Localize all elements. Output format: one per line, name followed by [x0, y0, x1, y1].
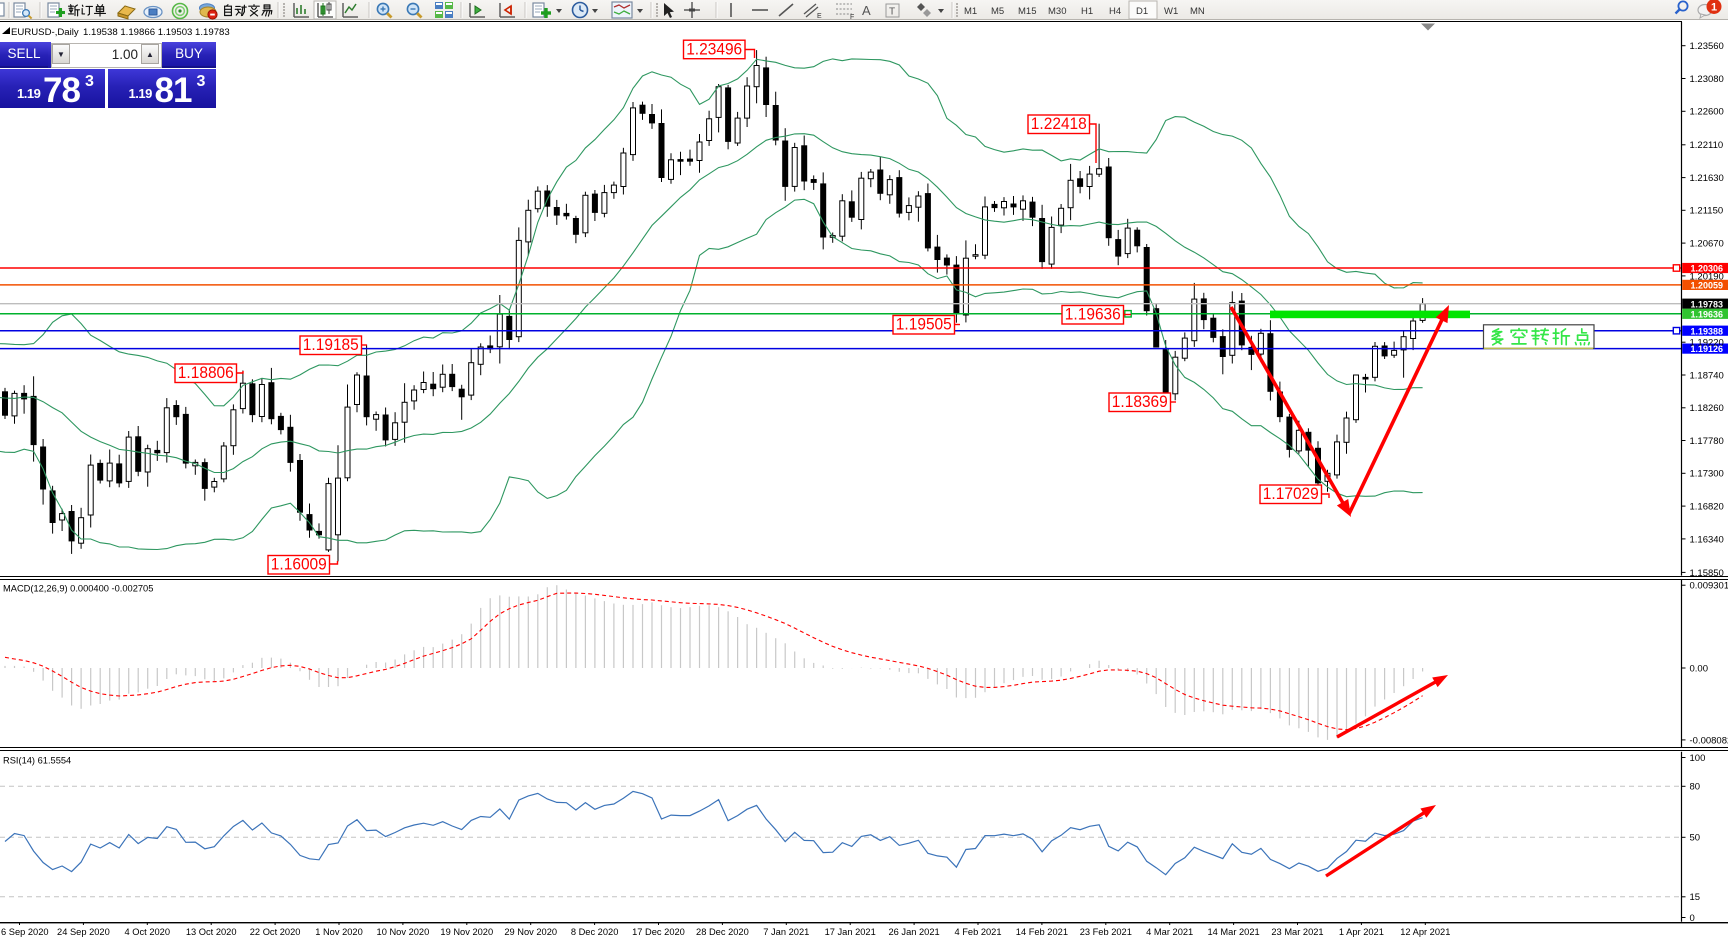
svg-text:1.19220: 1.19220: [1690, 338, 1724, 349]
svg-text:10 Nov 2020: 10 Nov 2020: [377, 927, 430, 937]
svg-text:12 Apr 2021: 12 Apr 2021: [1400, 927, 1450, 937]
svg-text:1.22600: 1.22600: [1690, 107, 1724, 118]
svg-text:15: 15: [1690, 892, 1701, 903]
svg-text:1.15850: 1.15850: [1690, 568, 1724, 579]
svg-text:-0.008082: -0.008082: [1690, 735, 1728, 746]
svg-text:1.23560: 1.23560: [1690, 41, 1724, 52]
svg-text:E: E: [817, 13, 822, 20]
svg-text:7 Jan 2021: 7 Jan 2021: [763, 927, 809, 937]
svg-text:14 Feb 2021: 14 Feb 2021: [1016, 927, 1068, 937]
svg-text:1.20059: 1.20059: [1691, 281, 1724, 291]
svg-text:1.22110: 1.22110: [1690, 140, 1724, 151]
svg-text:28 Dec 2020: 28 Dec 2020: [696, 927, 749, 937]
svg-text:1.18806: 1.18806: [178, 364, 234, 382]
svg-text:17 Jan 2021: 17 Jan 2021: [825, 927, 876, 937]
svg-text:1.21150: 1.21150: [1690, 206, 1724, 217]
svg-text:1.19636: 1.19636: [1065, 306, 1121, 324]
svg-text:1.23496: 1.23496: [686, 40, 742, 58]
svg-text:24 Sep 2020: 24 Sep 2020: [57, 927, 110, 937]
svg-text:1.16009: 1.16009: [271, 556, 327, 574]
svg-text:1.19636: 1.19636: [1691, 309, 1724, 319]
svg-text:1.20190: 1.20190: [1690, 271, 1724, 282]
svg-text:M5: M5: [991, 6, 1004, 17]
svg-text:1.17300: 1.17300: [1690, 469, 1724, 480]
svg-text:W1: W1: [1164, 6, 1178, 17]
svg-text:1.16820: 1.16820: [1690, 502, 1724, 513]
svg-text:1.20670: 1.20670: [1690, 239, 1724, 250]
svg-text:29 Nov 2020: 29 Nov 2020: [504, 927, 557, 937]
svg-text:26 Jan 2021: 26 Jan 2021: [889, 927, 940, 937]
svg-text:4 Feb 2021: 4 Feb 2021: [954, 927, 1001, 937]
svg-text:1.17029: 1.17029: [1263, 485, 1319, 503]
svg-text:1.19783: 1.19783: [1691, 299, 1724, 309]
svg-text:22 Oct 2020: 22 Oct 2020: [250, 927, 301, 937]
svg-text:1.18260: 1.18260: [1690, 403, 1724, 414]
svg-text:23 Feb 2021: 23 Feb 2021: [1080, 927, 1132, 937]
svg-text:RSI(14) 61.5554: RSI(14) 61.5554: [3, 756, 71, 766]
svg-text:1.18740: 1.18740: [1690, 370, 1724, 381]
svg-text:1.17780: 1.17780: [1690, 436, 1724, 447]
svg-text:H1: H1: [1081, 6, 1093, 17]
svg-text:1.21630: 1.21630: [1690, 173, 1724, 184]
svg-text:1.19126: 1.19126: [1691, 344, 1724, 354]
svg-text:D1: D1: [1136, 6, 1148, 17]
svg-text:4 Oct 2020: 4 Oct 2020: [125, 927, 170, 937]
svg-text:0.009301: 0.009301: [1690, 581, 1728, 592]
svg-text:M15: M15: [1018, 6, 1036, 17]
svg-text:13 Oct 2020: 13 Oct 2020: [186, 927, 237, 937]
svg-text:1.22418: 1.22418: [1031, 115, 1087, 133]
svg-text:H4: H4: [1109, 6, 1121, 17]
svg-text:23 Mar 2021: 23 Mar 2021: [1271, 927, 1323, 937]
svg-text:1.18369: 1.18369: [1112, 393, 1168, 411]
svg-text:17 Dec 2020: 17 Dec 2020: [632, 927, 685, 937]
svg-text:1.16340: 1.16340: [1690, 534, 1724, 545]
svg-text:F: F: [850, 14, 854, 20]
svg-text:MACD(12,26,9) 0.000400 -0.0027: MACD(12,26,9) 0.000400 -0.002705: [3, 584, 153, 594]
svg-text:A: A: [862, 3, 871, 18]
svg-text:4 Mar 2021: 4 Mar 2021: [1146, 927, 1193, 937]
svg-text:8 Dec 2020: 8 Dec 2020: [571, 927, 619, 937]
svg-text:M1: M1: [964, 6, 977, 17]
svg-text:50: 50: [1690, 833, 1701, 844]
svg-text:6 Sep 2020: 6 Sep 2020: [1, 927, 49, 937]
svg-text:80: 80: [1690, 782, 1701, 793]
svg-text:1.19388: 1.19388: [1691, 326, 1724, 336]
svg-text:1 Apr 2021: 1 Apr 2021: [1339, 927, 1384, 937]
svg-text:19 Nov 2020: 19 Nov 2020: [440, 927, 493, 937]
svg-text:100: 100: [1690, 753, 1706, 764]
svg-text:1.20306: 1.20306: [1691, 264, 1724, 274]
svg-text:1 Nov 2020: 1 Nov 2020: [315, 927, 363, 937]
svg-text:0.00: 0.00: [1690, 663, 1709, 674]
svg-text:T: T: [889, 7, 895, 18]
svg-text:1: 1: [1711, 2, 1717, 14]
svg-text:14 Mar 2021: 14 Mar 2021: [1207, 927, 1259, 937]
svg-text:MN: MN: [1190, 6, 1205, 17]
svg-text:1.19185: 1.19185: [303, 336, 359, 354]
svg-text:1.19538 1.19866 1.19503 1.1978: 1.19538 1.19866 1.19503 1.19783: [83, 27, 230, 38]
svg-text:EURUSD-,Daily: EURUSD-,Daily: [11, 27, 79, 38]
svg-text:1.19505: 1.19505: [896, 316, 952, 334]
svg-text:0: 0: [1690, 913, 1695, 924]
svg-text:1.23080: 1.23080: [1690, 74, 1724, 85]
svg-text:M30: M30: [1048, 6, 1066, 17]
